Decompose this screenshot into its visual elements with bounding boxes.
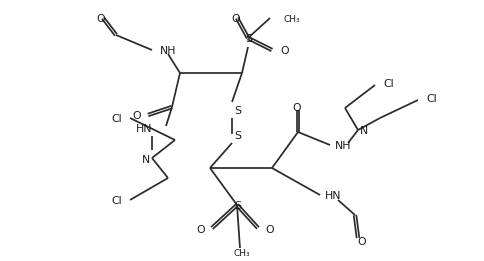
Text: Cl: Cl [111, 196, 122, 206]
Text: O: O [265, 225, 273, 235]
Text: O: O [280, 46, 288, 56]
Text: Cl: Cl [426, 94, 437, 104]
Text: Cl: Cl [111, 114, 122, 124]
Text: S: S [234, 131, 241, 141]
Text: O: O [293, 103, 302, 113]
Text: CH₃: CH₃ [284, 15, 301, 23]
Text: CH₃: CH₃ [234, 248, 250, 258]
Text: Cl: Cl [383, 79, 393, 89]
Text: O: O [358, 237, 366, 247]
Text: S: S [234, 106, 241, 116]
Text: N: N [360, 126, 368, 136]
Text: NH: NH [335, 141, 351, 151]
Text: NH: NH [160, 46, 177, 56]
Text: O: O [133, 111, 141, 121]
Text: N: N [142, 155, 150, 165]
Text: O: O [97, 14, 106, 24]
Text: O: O [197, 225, 205, 235]
Text: S: S [245, 34, 253, 44]
Text: HN: HN [136, 124, 152, 134]
Text: O: O [232, 14, 241, 24]
Text: HN: HN [325, 191, 342, 201]
Text: S: S [235, 201, 242, 211]
